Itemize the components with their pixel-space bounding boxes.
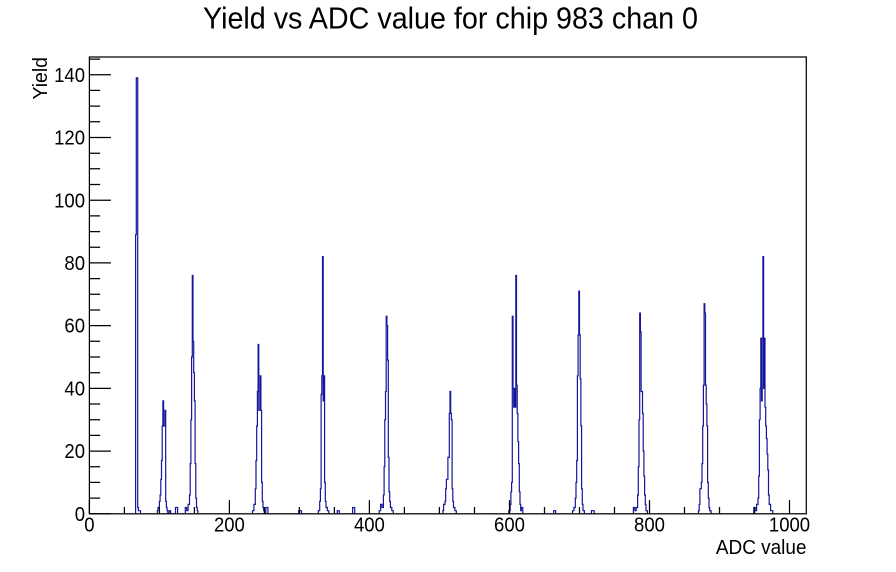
svg-text:40: 40: [64, 379, 85, 401]
svg-text:0: 0: [84, 515, 94, 537]
svg-text:800: 800: [634, 515, 665, 537]
svg-text:600: 600: [494, 515, 525, 537]
svg-text:20: 20: [64, 441, 85, 463]
svg-text:400: 400: [354, 515, 385, 537]
svg-text:120: 120: [54, 128, 85, 150]
svg-text:100: 100: [54, 190, 85, 212]
svg-text:200: 200: [214, 515, 245, 537]
svg-text:60: 60: [64, 316, 85, 338]
svg-text:ADC value: ADC value: [716, 537, 807, 559]
svg-text:Yield vs ADC value for chip 98: Yield vs ADC value for chip 983 chan 0: [203, 1, 698, 36]
svg-text:80: 80: [64, 253, 85, 275]
svg-text:140: 140: [54, 65, 85, 87]
svg-text:Yield: Yield: [30, 57, 52, 100]
svg-text:1000: 1000: [769, 515, 810, 537]
svg-text:0: 0: [75, 504, 85, 526]
